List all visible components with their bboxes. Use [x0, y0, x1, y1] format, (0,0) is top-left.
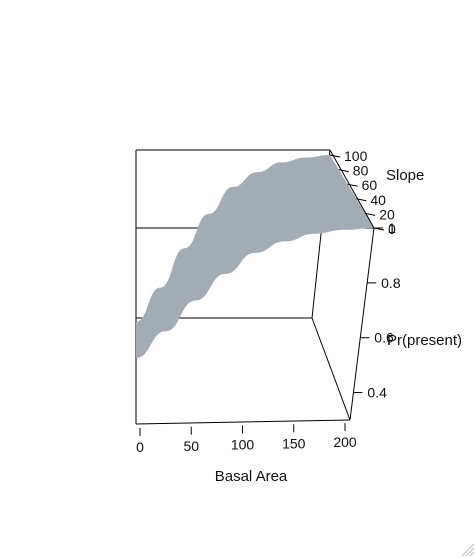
basal-tick-label: 100 [231, 437, 255, 453]
plot-box [135, 149, 375, 425]
slope-tick-label: 100 [344, 148, 368, 164]
slope-tick-label: 20 [379, 206, 395, 222]
x-axis-title: Basal Area [215, 468, 288, 485]
slope-tick-label: 60 [362, 177, 378, 193]
slope-tick-label: 40 [370, 192, 386, 208]
slope-tick [329, 154, 341, 158]
pr-tick-label: 1 [388, 220, 396, 236]
pr-tick-label: 0.8 [381, 275, 401, 291]
probability-surface [136, 155, 374, 358]
slope-tick-label: 0 [388, 221, 396, 237]
slope-tick-label: 80 [353, 163, 369, 179]
box-edge [329, 149, 375, 229]
slope-tick [365, 212, 376, 216]
resize-grip[interactable] [461, 543, 475, 557]
slope-tick [338, 169, 349, 173]
basal-tick-label: 0 [136, 439, 144, 455]
box-edge [311, 317, 351, 421]
pr-axis-title: Pr(present) [387, 332, 462, 349]
slope-axis-title: Slope [386, 167, 424, 184]
slope-tick [356, 198, 367, 202]
pr-axis: 0.4 0.6 0.8 1 [353, 220, 401, 401]
pr-tick-label: 0.6 [374, 330, 394, 346]
box-edge [135, 419, 351, 425]
basal-tick-label: 200 [333, 434, 357, 450]
pr-tick-label: 0.4 [367, 385, 387, 401]
basal-tick-label: 150 [282, 435, 306, 451]
basal-area-axis: 0 50 100 150 200 [136, 423, 357, 455]
box-edge [349, 227, 375, 421]
slope-tick [347, 183, 358, 187]
basal-tick-label: 50 [183, 438, 199, 454]
